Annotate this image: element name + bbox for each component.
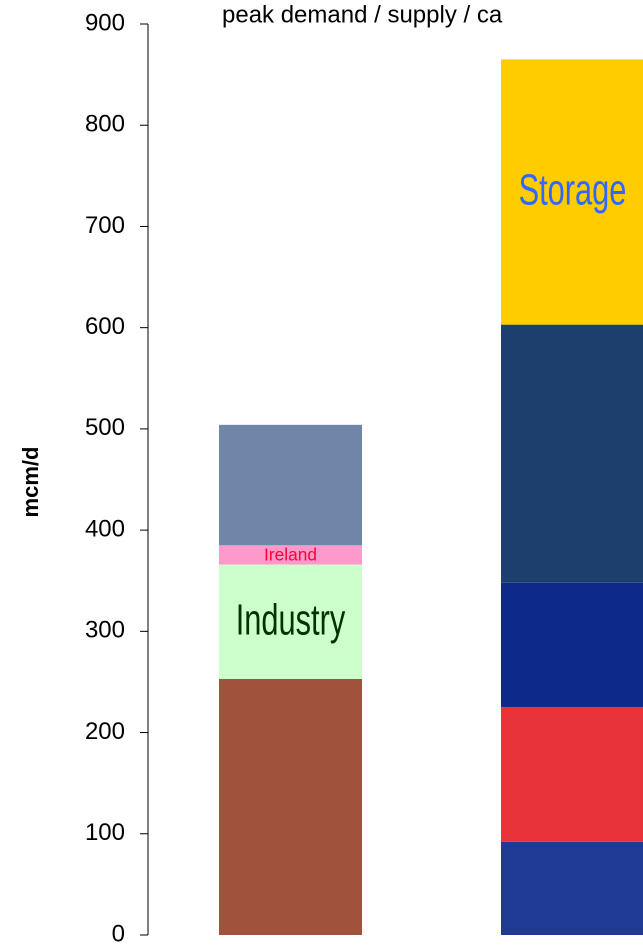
y-tick-label: 100	[85, 819, 125, 846]
y-tick-label: 600	[85, 313, 125, 340]
y-tick-label: 500	[85, 414, 125, 441]
y-tick-label: 800	[85, 111, 125, 138]
bar-segment	[501, 841, 643, 935]
y-tick-label: 400	[85, 515, 125, 542]
y-tick-label: 900	[85, 9, 125, 36]
bar-segment	[219, 564, 362, 679]
segment-label: Storage	[519, 166, 627, 215]
y-tick-label: 200	[85, 718, 125, 745]
y-tick-label: 700	[85, 212, 125, 239]
segment-label: Industry	[236, 596, 346, 645]
bar-segment	[501, 59, 643, 325]
bar-segment	[501, 582, 643, 708]
chart-title: peak demand / supply / ca	[222, 1, 503, 28]
y-tick-label: 0	[112, 920, 125, 947]
bar-segment	[501, 707, 643, 842]
y-tick-label: 300	[85, 617, 125, 644]
bar-segment	[501, 324, 643, 583]
segment-label: Ireland	[264, 544, 317, 564]
bar-segment	[219, 678, 362, 935]
bar-segment	[219, 424, 362, 546]
y-axis-label: mcm/d	[18, 447, 43, 518]
bar-segment	[219, 545, 362, 565]
